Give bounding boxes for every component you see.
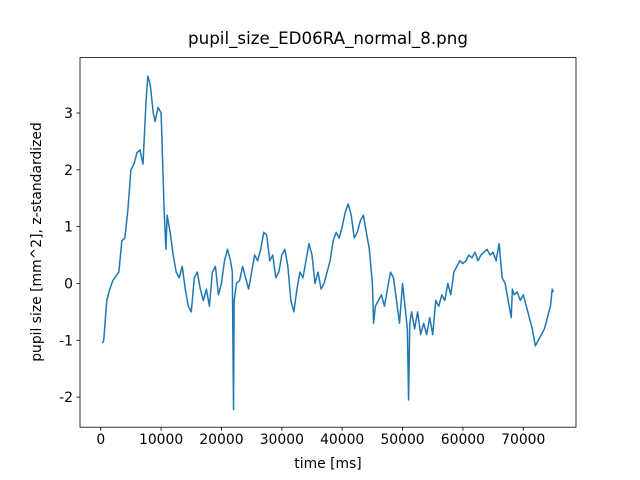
y-tick-label: 2 <box>64 163 73 179</box>
data-line <box>101 75 555 411</box>
y-tick-label: 3 <box>64 106 73 122</box>
y-tick-label: -1 <box>59 333 73 349</box>
y-tick-label: 0 <box>64 276 73 292</box>
x-tick-label: 50000 <box>380 432 424 448</box>
x-tick-label: 20000 <box>199 432 243 448</box>
x-tick-label: 10000 <box>139 432 183 448</box>
y-tick-label: 1 <box>64 220 73 236</box>
x-tick-label: 60000 <box>441 432 485 448</box>
x-axis-label: time [ms] <box>294 456 361 472</box>
axes-frame <box>79 57 577 428</box>
x-tick-label: 30000 <box>260 432 304 448</box>
x-tick-label: 40000 <box>320 432 364 448</box>
x-tick-label: 0 <box>96 432 105 448</box>
chart-title: pupil_size_ED06RA_normal_8.png <box>188 28 468 49</box>
y-tick-label: -2 <box>59 390 73 406</box>
y-axis-label: pupil size [mm^2], z-standardized <box>29 122 45 362</box>
x-tick-label: 70000 <box>501 432 545 448</box>
